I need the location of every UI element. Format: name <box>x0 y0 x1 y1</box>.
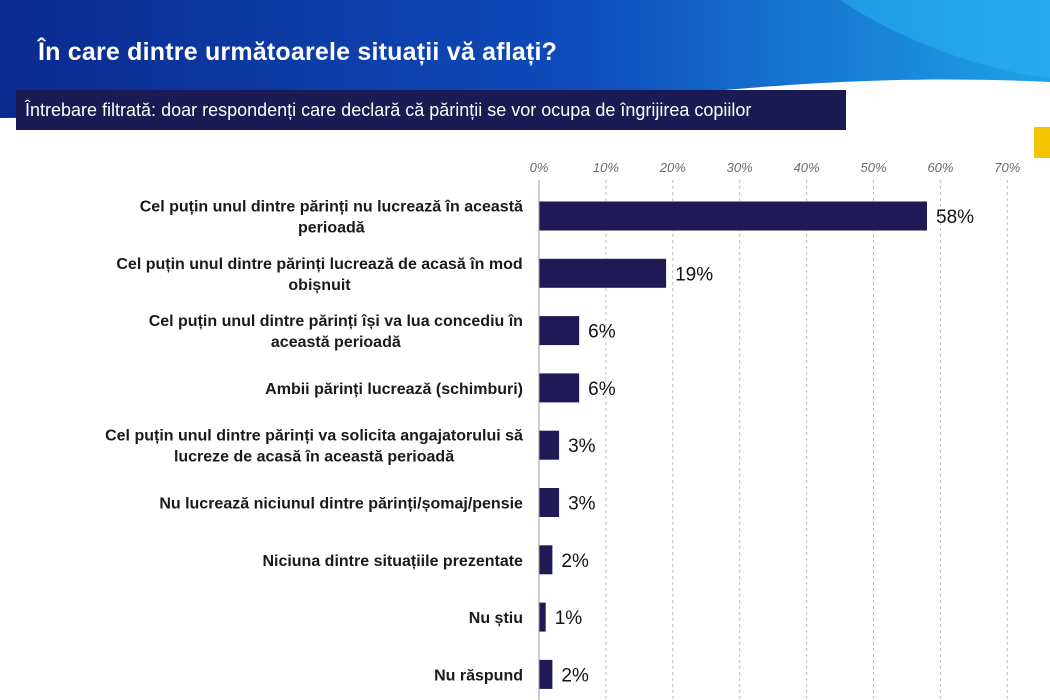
category-label: Ambii părinți lucrează (schimburi) <box>265 381 523 398</box>
x-tick-label: 30% <box>727 160 753 175</box>
x-tick-label: 10% <box>593 160 619 175</box>
x-tick-label: 0% <box>530 160 549 175</box>
filter-note-box: Întrebare filtrată: doar respondenți car… <box>16 90 846 130</box>
category-label-line: Nu lucrează niciunul dintre părinți/șoma… <box>159 496 523 513</box>
category-label: Nu știu <box>469 610 523 627</box>
page-title: În care dintre următoarele situații vă a… <box>38 38 558 66</box>
category-label: Cel puțin unul dintre părinți va solicit… <box>105 428 523 466</box>
category-label-line: Cel puțin unul dintre părinți lucrează d… <box>116 256 522 273</box>
filter-note: Întrebare filtrată: doar respondenți car… <box>25 99 752 120</box>
bar <box>539 430 560 460</box>
bar-value-label: 6% <box>588 379 616 400</box>
x-tick-label: 50% <box>860 160 886 175</box>
category-label-line: Cel puțin unul dintre părinți va solicit… <box>105 428 523 445</box>
bar-value-label: 2% <box>561 551 589 572</box>
category-label-line: lucreze de acasă în această perioadă <box>174 449 454 466</box>
category-label: Nu răspund <box>434 667 523 684</box>
category-label: Cel puțin unul dintre părinți lucrează d… <box>116 256 522 294</box>
accent-tab <box>1034 127 1050 158</box>
bar <box>539 545 553 575</box>
bar <box>539 602 546 632</box>
x-tick-label: 70% <box>994 160 1020 175</box>
category-label: Niciuna dintre situațiile prezentate <box>262 553 523 570</box>
category-label-line: această perioadă <box>271 334 401 351</box>
category-label-line: Cel puțin unul dintre părinți nu lucreaz… <box>140 199 523 216</box>
category-label-line: Ambii părinți lucrează (schimburi) <box>265 381 523 398</box>
bar <box>539 373 580 403</box>
bar-value-label: 3% <box>568 436 596 457</box>
bar-value-label: 19% <box>675 264 713 285</box>
x-tick-label: 60% <box>927 160 953 175</box>
x-tick-label: 20% <box>659 160 686 175</box>
bar-value-label: 1% <box>555 608 583 629</box>
bar-value-label: 2% <box>561 665 589 686</box>
category-label: Cel puțin unul dintre părinți nu lucreaz… <box>140 199 523 237</box>
bar-value-label: 3% <box>568 494 596 515</box>
category-label-line: Niciuna dintre situațiile prezentate <box>262 553 523 570</box>
category-label-line: Nu știu <box>469 610 523 627</box>
bar <box>539 201 928 231</box>
header-banner <box>0 0 1050 118</box>
bar-value-label: 6% <box>588 322 616 343</box>
category-label-line: perioadă <box>298 220 365 237</box>
bar-value-label: 58% <box>936 207 974 228</box>
bar <box>539 316 580 346</box>
category-label: Cel puțin unul dintre părinți își va lua… <box>149 313 523 351</box>
bar <box>539 258 667 288</box>
category-label-line: Cel puțin unul dintre părinți își va lua… <box>149 313 523 330</box>
category-label-line: Nu răspund <box>434 667 523 684</box>
x-tick-label: 40% <box>794 160 820 175</box>
category-label: Nu lucrează niciunul dintre părinți/șoma… <box>159 496 523 513</box>
bar <box>539 659 553 689</box>
banner-background <box>0 0 1050 118</box>
category-label-line: obișnuit <box>288 277 351 294</box>
bar <box>539 488 560 517</box>
